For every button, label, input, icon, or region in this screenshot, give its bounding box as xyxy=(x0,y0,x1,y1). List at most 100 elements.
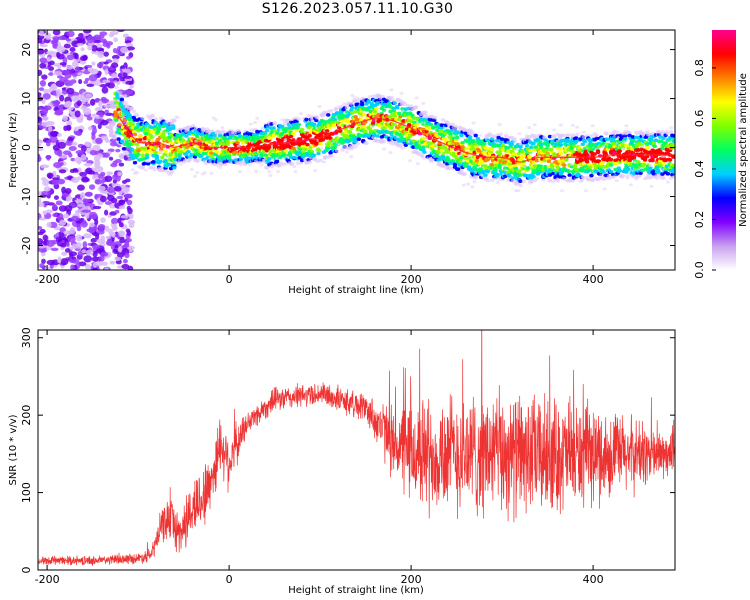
spectral-cell xyxy=(249,128,255,132)
noise-blob xyxy=(59,76,68,83)
y-tick-label: 0 xyxy=(20,567,33,574)
spectral-cell xyxy=(271,126,276,130)
spectral-cell xyxy=(650,158,655,163)
spectral-halo xyxy=(184,129,189,133)
noise-blob xyxy=(38,201,45,207)
noise-blob xyxy=(71,141,78,146)
noise-blob xyxy=(39,262,45,269)
noise-blob xyxy=(38,92,42,97)
noise-blob xyxy=(71,177,80,183)
spectral-halo xyxy=(517,132,522,136)
spectral-cell xyxy=(318,141,323,146)
noise-blob xyxy=(52,30,61,36)
spectral-halo xyxy=(669,126,674,130)
spectral-cell xyxy=(302,141,307,146)
spectral-cell xyxy=(307,133,312,138)
noise-blob xyxy=(38,69,43,76)
noise-blob xyxy=(80,55,88,61)
spectral-halo xyxy=(466,182,471,186)
spectral-cell xyxy=(131,109,137,114)
noise-blob xyxy=(42,92,51,100)
noise-blob xyxy=(38,197,42,203)
noise-blob xyxy=(63,230,72,235)
spectral-cell xyxy=(303,147,308,152)
noise-blob xyxy=(46,155,51,161)
noise-blob xyxy=(73,168,79,173)
spectral-halo xyxy=(319,147,324,151)
spectral-cell xyxy=(275,130,281,135)
spectral-halo xyxy=(124,101,129,105)
noise-blob xyxy=(38,154,41,162)
noise-blob xyxy=(124,89,134,95)
noise-blob xyxy=(83,30,92,34)
noise-blob xyxy=(52,213,58,218)
spectral-cell xyxy=(470,130,475,134)
spectral-halo xyxy=(193,174,198,178)
spectral-cell xyxy=(397,111,402,116)
noise-blob xyxy=(113,37,118,43)
spectral-cell xyxy=(660,146,665,151)
noise-blob xyxy=(74,199,83,203)
spectral-cell xyxy=(161,144,166,149)
spectral-cell xyxy=(153,117,158,121)
spectral-cell xyxy=(495,172,500,177)
colorbar-strip xyxy=(712,30,736,270)
spectral-halo xyxy=(159,150,164,154)
spectral-cell xyxy=(130,122,136,127)
spectral-halo xyxy=(152,134,157,138)
noise-blob xyxy=(39,30,44,37)
noise-blob xyxy=(101,86,109,94)
spectral-cell xyxy=(318,158,323,163)
noise-blob xyxy=(41,258,46,264)
noise-blob xyxy=(64,72,72,79)
spectral-cell xyxy=(138,137,143,142)
noise-blob xyxy=(121,263,130,270)
noise-blob xyxy=(63,43,71,49)
spectral-halo xyxy=(467,154,472,158)
spectral-cell xyxy=(272,120,277,125)
spectral-cell xyxy=(317,122,322,127)
spectral-halo xyxy=(495,180,500,184)
spectral-cell xyxy=(296,117,302,122)
spectral-cell xyxy=(604,132,609,136)
y-tick-label: 20 xyxy=(20,43,33,57)
noise-blob xyxy=(88,74,98,82)
noise-blob xyxy=(52,177,60,181)
noise-blob xyxy=(58,104,64,109)
spectral-cell xyxy=(157,159,163,164)
spectral-cell xyxy=(493,168,498,173)
spectral-halo xyxy=(259,163,264,167)
spectral-cell xyxy=(200,131,205,136)
noise-blob xyxy=(48,125,53,132)
noise-blob xyxy=(84,77,90,82)
snr-ylabel: SNR (10 * v/v) xyxy=(8,414,19,485)
spectral-cell xyxy=(524,143,530,148)
spectral-halo xyxy=(344,150,349,154)
spectral-cell xyxy=(665,172,671,176)
noise-blob xyxy=(105,235,111,240)
noise-blob xyxy=(59,62,67,66)
noise-blob xyxy=(84,263,91,270)
noise-blob xyxy=(70,264,75,270)
spectral-cell xyxy=(237,133,243,138)
spectral-cell xyxy=(274,159,280,164)
spectral-cell xyxy=(260,126,265,131)
spectral-halo xyxy=(558,123,563,127)
spectral-cell xyxy=(222,142,227,147)
noise-blob xyxy=(61,186,67,194)
spectral-cell xyxy=(171,124,176,128)
noise-blob xyxy=(126,46,136,51)
spectral-halo xyxy=(311,119,316,123)
spectral-cell xyxy=(271,133,276,138)
noise-blob xyxy=(39,62,47,69)
spectral-halo xyxy=(247,163,252,167)
spectral-cell xyxy=(433,115,438,120)
spectral-halo xyxy=(602,187,607,191)
noise-blob xyxy=(113,186,122,192)
noise-blob xyxy=(38,37,43,44)
y-tick-label: -10 xyxy=(20,188,33,206)
noise-blob xyxy=(38,87,45,91)
spectral-cell xyxy=(497,152,502,156)
noise-blob xyxy=(95,137,103,144)
